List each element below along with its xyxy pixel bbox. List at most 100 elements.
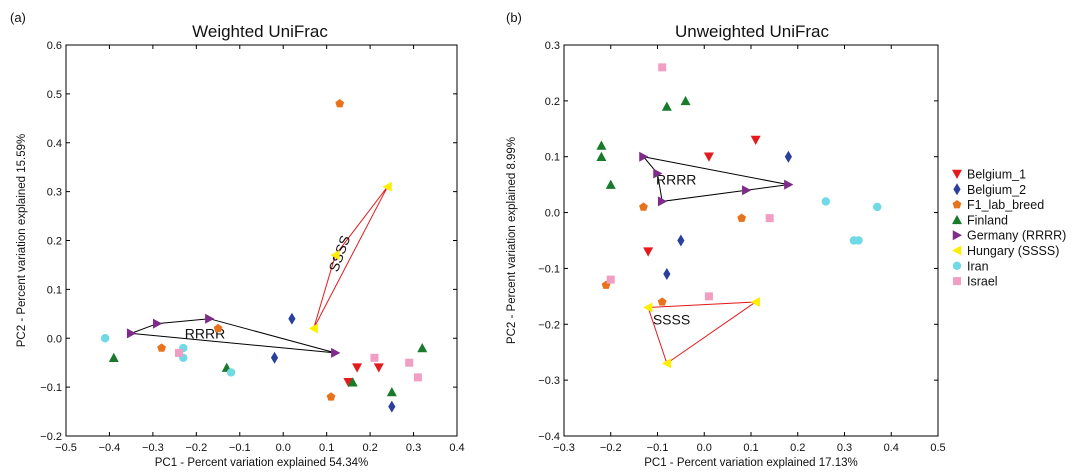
legend-label-belgium-2: Belgium_2 bbox=[967, 183, 1026, 197]
panel-b-point-germany-rrrr bbox=[742, 185, 752, 196]
panel-b-xtick-label: 0.5 bbox=[930, 442, 945, 454]
legend-label-belgium-1: Belgium_1 bbox=[967, 168, 1026, 182]
panel-b-point-israel bbox=[606, 275, 615, 284]
panel-b-xtick-label: 0.1 bbox=[743, 442, 758, 454]
panel-b-title: Unweighted UniFrac bbox=[675, 22, 830, 41]
panel-b-point-f1-lab-breed bbox=[657, 297, 667, 306]
panel-a-ytick-label: −0.1 bbox=[40, 382, 62, 394]
panel-b-point-belgium-1 bbox=[750, 135, 761, 145]
panel-a-xtick-label: −0.4 bbox=[99, 442, 121, 454]
panel-a-point-israel bbox=[370, 353, 379, 362]
panel-a-point-germany-rrrr bbox=[205, 313, 215, 324]
panel-a-point-germany-rrrr bbox=[152, 318, 163, 329]
panel-b-point-germany-rrrr bbox=[784, 179, 794, 190]
panel-b-xtick-label: −0.1 bbox=[647, 442, 669, 454]
legend-label-israel: Israel bbox=[967, 275, 998, 289]
panel-a-point-f1-lab-breed bbox=[157, 343, 166, 352]
panel-b-hull-ssss bbox=[647, 301, 758, 365]
panel-a-point-belgium-2 bbox=[388, 400, 396, 413]
panel-b-ytick-label: 0.1 bbox=[545, 152, 560, 164]
panel-a-xtick-label: 0.1 bbox=[319, 442, 334, 454]
panel-b-point-iran bbox=[854, 236, 863, 245]
panel-a-point-finland bbox=[347, 377, 358, 387]
panel-unweighted-unifrac: (b) Unweighted UniFrac RRRR SSSS −0.3 −0.2… bbox=[506, 10, 946, 469]
panel-a-title: Weighted UniFrac bbox=[192, 22, 328, 41]
legend-label-germany-rrrr: Germany (RRRR) bbox=[967, 229, 1066, 243]
panel-a-point-israel bbox=[405, 358, 414, 367]
panel-a-xtick-label: 0.3 bbox=[406, 442, 421, 454]
legend-label-f1-lab-breed: F1_lab_breed bbox=[967, 198, 1044, 212]
panel-b-xtick-label: 0.2 bbox=[790, 442, 805, 454]
panel-b-hulls: RRRR SSSS bbox=[642, 155, 789, 365]
panel-b-point-belgium-2 bbox=[784, 150, 792, 163]
panel-b-point-germany-rrrr bbox=[653, 168, 663, 179]
panel-b-point-belgium-1 bbox=[703, 152, 714, 162]
panel-b-point-finland bbox=[596, 151, 607, 161]
panel-a-point-f1-lab-breed bbox=[335, 99, 345, 108]
panel-b-ytick-label: 0.3 bbox=[545, 40, 560, 52]
panel-b-xtick-label: −0.2 bbox=[600, 442, 622, 454]
panel-a-xtick-label: −0.3 bbox=[142, 442, 164, 454]
panel-a-ylabel: PC2 - Percent variation explained 15.59% bbox=[16, 134, 28, 348]
legend-label-hungary-ssss: Hungary (SSSS) bbox=[967, 244, 1059, 258]
panel-a-ticks: −0.5 −0.4 −0.3 −0.2 −0.1 0.0 0.1 0.2 0.3 0.4 −0.2 −… bbox=[40, 40, 464, 454]
panel-b-hull-label-ssss: SSSS bbox=[653, 311, 690, 327]
panel-a-xtick-label: −0.2 bbox=[185, 442, 207, 454]
panel-b-point-finland bbox=[680, 95, 691, 106]
panel-a-ytick-label: 0.4 bbox=[47, 138, 62, 150]
panel-a-point-israel bbox=[174, 348, 183, 357]
panel-b-point-israel bbox=[658, 63, 667, 72]
panel-b-point-finland bbox=[605, 179, 616, 189]
panel-a-hull-ssss bbox=[313, 186, 388, 329]
panel-b-label: (b) bbox=[506, 10, 522, 25]
panel-b-point-belgium-2 bbox=[677, 234, 685, 247]
panel-a-point-belgium-1 bbox=[373, 363, 384, 373]
panel-a-point-germany-rrrr bbox=[331, 347, 341, 358]
panel-b-point-iran bbox=[821, 197, 830, 206]
panel-a-xtick-label: 0.4 bbox=[449, 442, 464, 454]
panel-a-ytick-label: 0.3 bbox=[47, 187, 62, 199]
panel-b-hull-label-rrrr: RRRR bbox=[656, 172, 696, 188]
panel-a-xtick-label: −0.5 bbox=[55, 442, 77, 454]
panel-a-point-hungary-ssss bbox=[382, 181, 392, 192]
panel-b-point-israel bbox=[704, 292, 713, 301]
panel-b-ytick-label: 0.2 bbox=[545, 96, 560, 108]
panel-a-point-israel bbox=[413, 373, 422, 382]
panel-a-point-belgium-1 bbox=[352, 363, 363, 373]
panel-a-point-belgium-2 bbox=[288, 312, 296, 325]
legend-marker-iran bbox=[952, 261, 962, 270]
panel-a-ytick-label: −0.2 bbox=[40, 431, 62, 443]
panel-b-ytick-label: −0.1 bbox=[538, 263, 560, 275]
panel-a-xtick-label: 0.0 bbox=[276, 442, 291, 454]
panel-b-point-hungary-ssss bbox=[661, 358, 672, 369]
panel-b-ylabel: PC2 - Percent variation explained 8.99% bbox=[506, 137, 518, 344]
panel-a-ytick-label: 0.2 bbox=[47, 236, 62, 248]
panel-a-point-f1-lab-breed bbox=[213, 323, 223, 333]
panel-a-point-belgium-2 bbox=[270, 351, 279, 364]
panel-a-ytick-label: 0.1 bbox=[47, 284, 62, 296]
panel-b-markers bbox=[596, 63, 882, 369]
legend-label-finland: Finland bbox=[967, 213, 1008, 227]
panel-a-xtick-label: −0.1 bbox=[229, 442, 251, 454]
panel-a-ytick-label: 0.0 bbox=[47, 333, 62, 345]
legend-marker-israel bbox=[953, 277, 961, 286]
panel-b-point-belgium-1 bbox=[643, 247, 654, 257]
panel-b-xtick-label: 0.4 bbox=[884, 442, 899, 454]
panel-a-point-iran bbox=[100, 334, 110, 343]
panel-a-xlabel: PC1 - Percent variation explained 54.34% bbox=[155, 457, 369, 469]
legend-label-iran: Iran bbox=[967, 259, 989, 273]
panel-a-point-hungary-ssss bbox=[308, 323, 318, 334]
panel-b-point-israel bbox=[765, 214, 774, 223]
panel-b-xlabel: PC1 - Percent variation explained 17.13% bbox=[644, 457, 858, 469]
panel-b-point-belgium-2 bbox=[663, 268, 671, 281]
panel-a-point-finland bbox=[417, 343, 428, 353]
panel-a-ytick-label: 0.5 bbox=[47, 89, 62, 101]
panel-b-ytick-label: −0.3 bbox=[538, 375, 560, 387]
panel-a-point-finland bbox=[108, 352, 119, 363]
legend-marker-f1-lab-breed bbox=[952, 200, 962, 209]
panel-a-plot-area bbox=[65, 44, 458, 437]
